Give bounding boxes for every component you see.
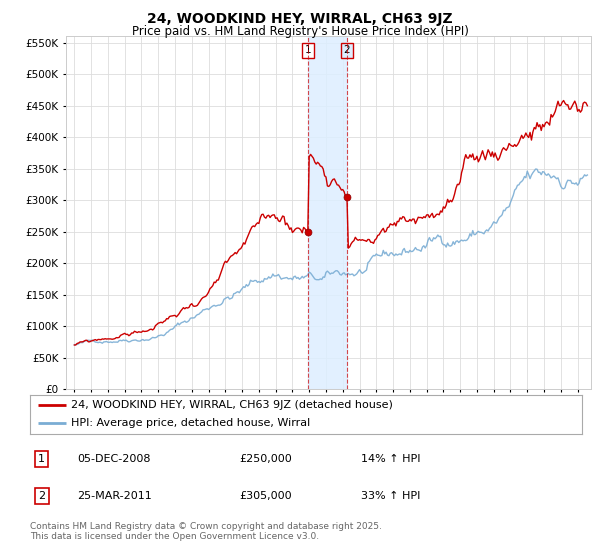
Text: 1: 1: [305, 45, 311, 55]
Text: 2: 2: [38, 491, 46, 501]
Text: 2: 2: [343, 45, 350, 55]
Text: 1: 1: [38, 454, 45, 464]
Bar: [308, 36, 347, 389]
Text: 24, WOODKIND HEY, WIRRAL, CH63 9JZ: 24, WOODKIND HEY, WIRRAL, CH63 9JZ: [147, 12, 453, 26]
Text: HPI: Average price, detached house, Wirral: HPI: Average price, detached house, Wirr…: [71, 418, 311, 428]
Text: Price paid vs. HM Land Registry's House Price Index (HPI): Price paid vs. HM Land Registry's House …: [131, 25, 469, 38]
Text: £250,000: £250,000: [240, 454, 293, 464]
Text: 05-DEC-2008: 05-DEC-2008: [77, 454, 151, 464]
Text: Contains HM Land Registry data © Crown copyright and database right 2025.
This d: Contains HM Land Registry data © Crown c…: [30, 522, 382, 542]
Text: £305,000: £305,000: [240, 491, 292, 501]
Text: 33% ↑ HPI: 33% ↑ HPI: [361, 491, 421, 501]
Text: 14% ↑ HPI: 14% ↑ HPI: [361, 454, 421, 464]
Text: 24, WOODKIND HEY, WIRRAL, CH63 9JZ (detached house): 24, WOODKIND HEY, WIRRAL, CH63 9JZ (deta…: [71, 400, 393, 410]
Text: 25-MAR-2011: 25-MAR-2011: [77, 491, 152, 501]
